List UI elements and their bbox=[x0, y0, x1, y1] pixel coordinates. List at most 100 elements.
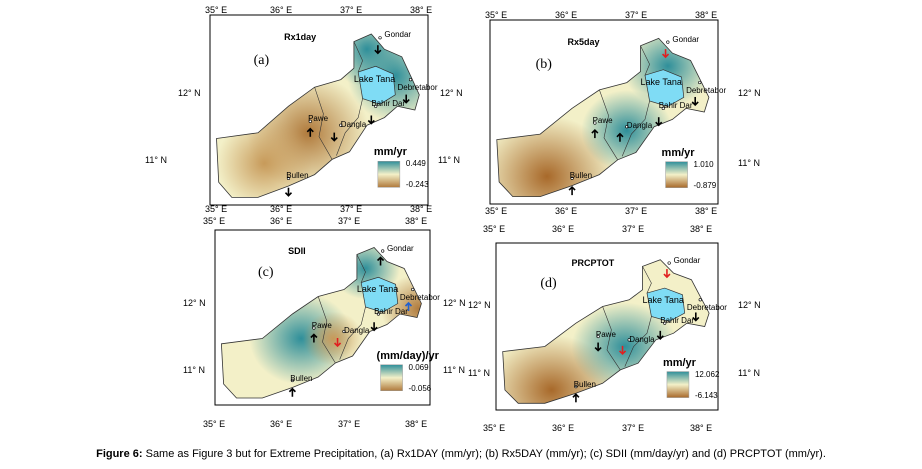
town-marker bbox=[663, 321, 667, 325]
sub-basin-boundary bbox=[599, 89, 618, 160]
caption-text: Same as Figure 3 but for Extreme Precipi… bbox=[142, 448, 826, 460]
trend-arrow-bahirdar bbox=[656, 330, 664, 340]
panel-index-title: Rx1day bbox=[284, 32, 317, 43]
town-label-pawe: Pawe bbox=[311, 321, 332, 330]
longitude-tick-top: 37° E bbox=[625, 10, 648, 20]
longitude-tick-top: 36° E bbox=[270, 5, 293, 15]
trend-arrow-debretabor bbox=[691, 96, 699, 107]
legend-min: -0.056 bbox=[408, 383, 432, 393]
sub-basin-boundary bbox=[640, 45, 650, 76]
town-label-gondar: Gondar bbox=[672, 34, 700, 44]
town-marker bbox=[312, 326, 316, 330]
legend-min: -6.143 bbox=[694, 390, 718, 400]
lake-tana bbox=[357, 65, 396, 105]
trend-arrow-bahirdar bbox=[367, 115, 375, 125]
legend-unit: mm/yr bbox=[662, 356, 696, 369]
town-label-dangla: Dangla bbox=[626, 121, 653, 131]
longitude-tick-bottom: 36° E bbox=[270, 419, 293, 429]
longitude-tick-top: 38° E bbox=[690, 224, 713, 234]
lake-label: Lake Tana bbox=[640, 77, 682, 88]
longitude-tick-bottom: 36° E bbox=[270, 204, 293, 214]
town-label-dangla: Dangla bbox=[344, 326, 370, 336]
town-label-debretabor: Debretabor bbox=[397, 83, 438, 93]
town-label-bahirdar: Bahir Dar bbox=[374, 307, 408, 316]
basin-boundary bbox=[216, 33, 420, 198]
longitude-tick-bottom: 35° E bbox=[203, 419, 226, 429]
sub-basin-boundary bbox=[356, 254, 366, 283]
trend-arrow-bullen bbox=[572, 393, 580, 403]
legend-color-bar bbox=[380, 364, 403, 391]
town-marker bbox=[667, 261, 671, 265]
latitude-tick-right: 11° N bbox=[443, 365, 465, 375]
latitude-tick-right: 12° N bbox=[443, 298, 466, 308]
longitude-tick-top: 38° E bbox=[410, 5, 433, 15]
longitude-tick-bottom: 36° E bbox=[555, 206, 578, 216]
town-label-bullen: Bullen bbox=[569, 170, 593, 180]
trend-arrow-gondar bbox=[376, 256, 385, 266]
town-label-bullen: Bullen bbox=[290, 373, 313, 383]
town-marker bbox=[378, 36, 382, 40]
longitude-tick-top: 36° E bbox=[555, 10, 578, 20]
legend-min: -0.243 bbox=[405, 180, 429, 190]
town-label-debretabor: Debretabor bbox=[399, 293, 440, 302]
lake-tana bbox=[646, 287, 686, 322]
trend-arrow-dangla bbox=[616, 132, 624, 142]
town-marker bbox=[381, 249, 385, 253]
town-marker bbox=[698, 298, 702, 302]
basin-boundary bbox=[502, 259, 710, 404]
town-label-bahirdar: Bahir Dar bbox=[660, 316, 695, 326]
town-marker bbox=[570, 176, 574, 180]
legend-color-bar bbox=[665, 161, 688, 188]
lake-tana bbox=[644, 69, 685, 107]
legend-max: 1.010 bbox=[693, 159, 714, 169]
legend-color-bar bbox=[666, 371, 690, 398]
longitude-tick-top: 35° E bbox=[485, 10, 508, 20]
sub-basin-boundary bbox=[336, 98, 363, 156]
longitude-tick-bottom: 35° E bbox=[205, 204, 228, 214]
latitude-tick-left: 12° N bbox=[178, 88, 201, 98]
trend-arrow-pawe bbox=[591, 128, 599, 139]
trend-arrow-bullen bbox=[568, 185, 576, 196]
town-label-bullen: Bullen bbox=[573, 379, 596, 389]
town-marker bbox=[625, 125, 629, 129]
basin-boundary bbox=[496, 37, 710, 198]
longitude-tick-bottom: 38° E bbox=[405, 419, 428, 429]
town-marker bbox=[596, 334, 600, 339]
trend-arrow-dangla bbox=[333, 338, 342, 348]
lake-tana bbox=[360, 276, 399, 313]
town-marker bbox=[411, 287, 415, 292]
panel-letter: (a) bbox=[253, 53, 270, 68]
longitude-tick-bottom: 35° E bbox=[485, 206, 508, 216]
trend-arrow-gondar bbox=[661, 49, 670, 59]
town-marker bbox=[627, 338, 631, 342]
basin-boundary bbox=[220, 247, 422, 399]
legend-max: 0.069 bbox=[408, 362, 429, 372]
town-label-pawe: Pawe bbox=[308, 113, 329, 123]
lake-label: Lake Tana bbox=[642, 294, 684, 305]
latitude-tick-right: 12° N bbox=[440, 88, 463, 98]
panel-letter: (d) bbox=[540, 276, 557, 292]
longitude-tick-bottom: 37° E bbox=[622, 423, 645, 433]
longitude-tick-bottom: 37° E bbox=[340, 204, 363, 214]
sub-basin-boundary bbox=[602, 306, 621, 371]
trend-arrow-bullen bbox=[284, 187, 293, 197]
sub-basin-boundary bbox=[624, 316, 652, 367]
sub-basin-boundary bbox=[314, 87, 333, 160]
town-marker bbox=[290, 378, 295, 383]
town-marker bbox=[376, 312, 381, 316]
longitude-tick-bottom: 38° E bbox=[410, 204, 433, 214]
longitude-tick-bottom: 35° E bbox=[483, 423, 506, 433]
figure-caption: Figure 6: Same as Figure 3 but for Extre… bbox=[0, 448, 922, 460]
lake-label: Lake Tana bbox=[356, 284, 399, 295]
sub-basin-boundary bbox=[353, 41, 363, 73]
panel-index-title: Rx5day bbox=[567, 36, 600, 47]
town-marker bbox=[666, 40, 670, 44]
town-label-dangla: Dangla bbox=[629, 334, 655, 344]
lake-label: Lake Tana bbox=[353, 73, 396, 84]
longitude-tick-top: 35° E bbox=[205, 5, 228, 15]
latitude-tick-left: 12° N bbox=[468, 300, 491, 310]
town-label-debretabor: Debretabor bbox=[686, 303, 727, 313]
trend-arrow-pawe bbox=[310, 333, 318, 343]
